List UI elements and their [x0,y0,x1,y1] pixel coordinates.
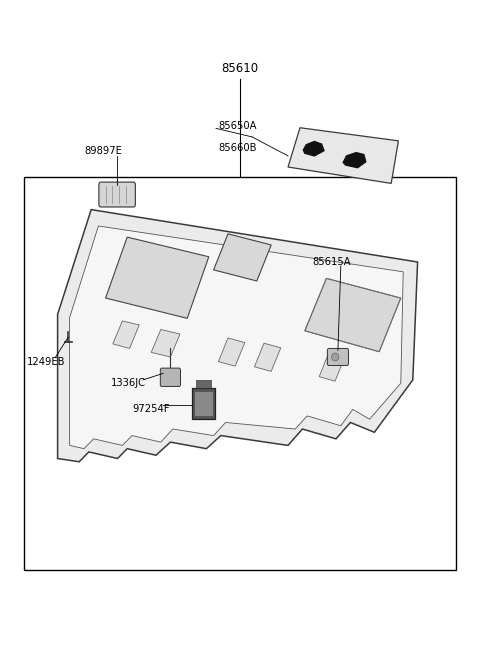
Text: 97254F: 97254F [132,404,169,415]
FancyBboxPatch shape [99,182,135,207]
Text: 85615A: 85615A [312,257,350,267]
Polygon shape [254,343,281,371]
Polygon shape [214,234,271,281]
Bar [194,391,213,416]
Text: 85660B: 85660B [218,143,257,153]
Polygon shape [319,356,343,381]
Text: 85610: 85610 [221,62,259,75]
Text: 85650A: 85650A [218,121,257,131]
Text: 89897E: 89897E [84,146,122,156]
Polygon shape [288,128,398,183]
Bar [196,380,211,388]
Bar [24,177,456,570]
Polygon shape [58,210,418,462]
Polygon shape [305,278,401,352]
Polygon shape [303,141,324,156]
Polygon shape [70,226,403,449]
Polygon shape [343,153,366,168]
Bar [192,388,215,419]
Text: 1249EB: 1249EB [26,356,65,367]
Polygon shape [106,237,209,318]
Text: 1336JC: 1336JC [110,378,145,388]
Polygon shape [218,338,245,366]
Polygon shape [113,321,139,348]
FancyBboxPatch shape [327,348,348,365]
Ellipse shape [332,353,339,361]
FancyBboxPatch shape [160,368,180,386]
Polygon shape [151,329,180,357]
